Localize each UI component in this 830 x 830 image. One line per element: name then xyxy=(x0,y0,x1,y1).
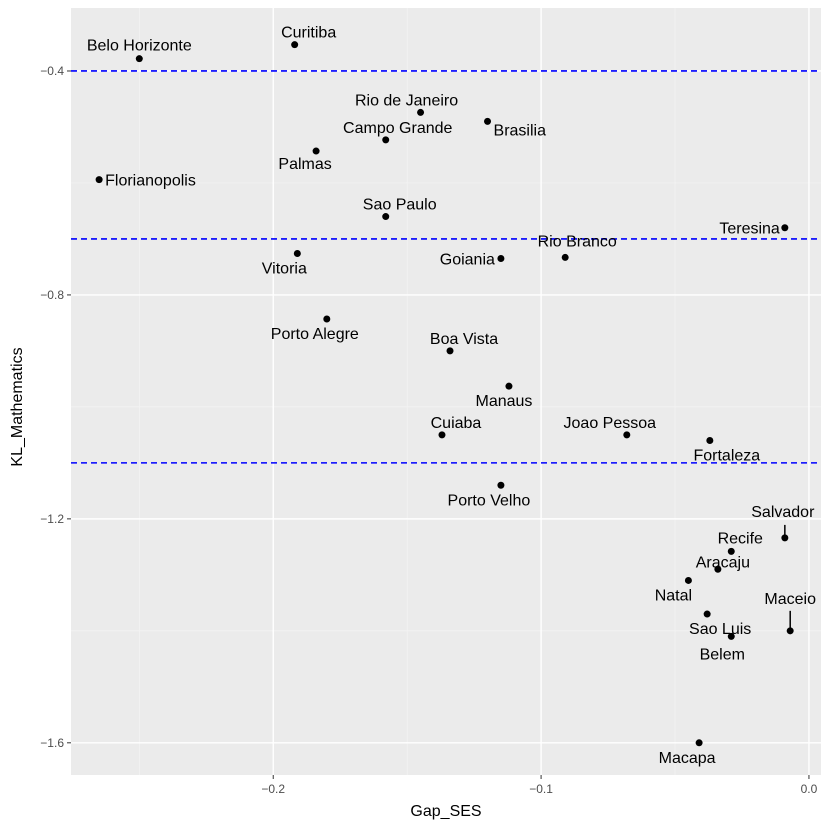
data-point xyxy=(781,224,789,232)
data-point xyxy=(291,41,299,49)
point-label: Salvador xyxy=(751,504,815,521)
reference-lines xyxy=(71,70,821,464)
x-tick-label: −0.1 xyxy=(529,782,553,796)
data-point xyxy=(484,117,492,125)
x-tick-label: −0.2 xyxy=(261,782,285,796)
point-label: Porto Alegre xyxy=(271,326,359,343)
y-tick-label: −0.4 xyxy=(40,64,64,78)
data-point xyxy=(497,481,505,489)
point-label: Cuiaba xyxy=(431,415,482,432)
data-point xyxy=(382,136,390,144)
data-point xyxy=(684,576,692,584)
data-point xyxy=(623,431,631,439)
data-point xyxy=(781,534,789,542)
data-point xyxy=(382,213,390,221)
point-label: Maceio xyxy=(764,591,816,608)
y-axis-ticks: −1.6 −1.2 −0.8 −0.4 xyxy=(40,64,71,750)
data-point xyxy=(293,249,301,257)
data-point xyxy=(417,108,425,116)
point-label: Teresina xyxy=(719,221,780,238)
data-point xyxy=(135,55,143,63)
data-point xyxy=(714,565,722,573)
data-point xyxy=(561,253,569,261)
y-axis-title: KL_Mathematics xyxy=(9,347,26,466)
point-label: Fortaleza xyxy=(693,447,760,464)
point-label: Campo Grande xyxy=(343,120,452,137)
data-point xyxy=(786,627,794,635)
data-point xyxy=(703,610,711,618)
point-label: Recife xyxy=(718,530,763,547)
data-point xyxy=(706,436,714,444)
data-point xyxy=(446,347,454,355)
y-tick-label: −1.6 xyxy=(40,736,64,750)
point-label: Palmas xyxy=(278,156,331,173)
point-label: Goiania xyxy=(440,252,495,269)
point-label: Porto Velho xyxy=(448,492,531,509)
point-label: Florianopolis xyxy=(105,173,196,190)
point-label: Rio Branco xyxy=(538,233,617,250)
point-label: Rio de Janeiro xyxy=(355,92,458,109)
point-label: Manaus xyxy=(475,393,532,410)
data-point xyxy=(695,739,703,747)
data-point xyxy=(505,382,513,390)
point-label: Vitoria xyxy=(262,260,307,277)
data-point xyxy=(438,431,446,439)
x-tick-label: 0.0 xyxy=(801,782,818,796)
data-point xyxy=(727,632,735,640)
data-points xyxy=(95,41,794,747)
point-label: Sao Luis xyxy=(689,621,751,638)
data-point xyxy=(323,315,331,323)
x-axis-title: Gap_SES xyxy=(410,803,481,820)
point-label: Boa Vista xyxy=(430,331,498,348)
data-point xyxy=(312,147,320,155)
point-labels: Curitiba Belo Horizonte Rio de Janeiro Bras… xyxy=(87,25,816,767)
minor-gridlines xyxy=(71,8,821,775)
point-label: Joao Pessoa xyxy=(564,415,657,432)
plot-panel xyxy=(71,8,821,775)
point-label: Aracaju xyxy=(696,554,750,571)
x-axis-ticks: −0.2 −0.1 0.0 xyxy=(261,775,818,796)
point-label: Macapa xyxy=(659,750,716,767)
point-label: Belo Horizonte xyxy=(87,38,192,55)
point-label: Brasilia xyxy=(494,122,547,139)
data-point xyxy=(727,547,735,555)
point-label: Curitiba xyxy=(281,25,336,42)
y-tick-label: −0.8 xyxy=(40,288,64,302)
point-label: Belem xyxy=(700,646,745,663)
data-point xyxy=(497,255,505,263)
y-tick-label: −1.2 xyxy=(40,512,64,526)
point-label: Sao Paulo xyxy=(363,197,437,214)
point-label: Natal xyxy=(655,587,692,604)
data-point xyxy=(95,176,103,184)
